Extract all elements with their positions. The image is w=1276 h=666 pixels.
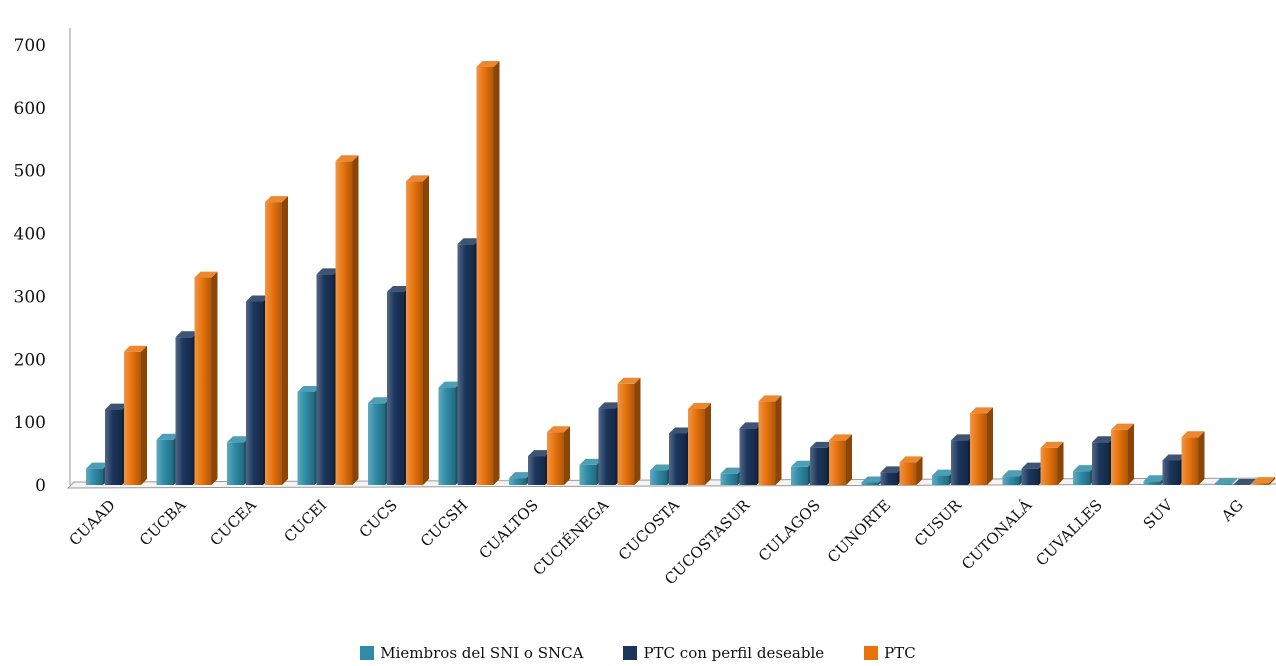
y-tick-label: 400 <box>14 225 46 245</box>
legend-item: PTC con perfil deseable <box>623 644 824 662</box>
legend-item: PTC <box>864 644 916 662</box>
y-tick-label: 200 <box>14 350 46 370</box>
bar <box>829 434 852 485</box>
bar <box>1181 431 1205 485</box>
x-tick-label: CUCOSTA <box>615 496 683 564</box>
bar <box>227 436 250 485</box>
legend-item: Miembros del SNI o SNCA <box>360 644 583 662</box>
legend-label: PTC con perfil deseable <box>643 644 825 662</box>
legend-label: Miembros del SNI o SNCA <box>380 644 584 662</box>
bar <box>970 407 993 485</box>
x-tick-label: CUAAD <box>66 496 119 549</box>
legend: Miembros del SNI o SNCA PTC con perfil de… <box>0 644 1276 662</box>
x-tick-label: CUTONALÁ <box>958 496 1035 573</box>
bar <box>650 464 673 485</box>
bars-layer <box>86 61 1275 486</box>
x-tick-label: SUV <box>1140 495 1177 532</box>
legend-swatch <box>360 646 375 660</box>
bar <box>335 155 359 486</box>
bar <box>1252 477 1275 485</box>
bar-chart: 0 100 200 300 400 500 600 700 CUAAD CUCBA CUCEA CUC… <box>14 28 1276 588</box>
bar <box>1233 479 1256 485</box>
x-tick-label: CUALTOS <box>475 496 541 562</box>
bar <box>899 456 923 485</box>
bar <box>406 175 429 485</box>
bar <box>758 395 782 485</box>
bar <box>124 345 147 485</box>
bar <box>1040 441 1064 485</box>
x-tick-label: CUCSH <box>417 496 471 550</box>
x-tick-label: CULAGOS <box>755 496 824 565</box>
bar <box>1214 478 1237 485</box>
y-tick-label: 300 <box>14 287 46 307</box>
x-tick-label: CUCEA <box>207 496 260 549</box>
x-tick-label: CUVALLES <box>1032 496 1105 569</box>
x-tick-label: CUCS <box>356 496 401 541</box>
legend-swatch <box>864 646 879 660</box>
x-tick-label: AG <box>1217 496 1247 526</box>
bar <box>194 271 218 485</box>
y-tick-label: 500 <box>14 162 46 182</box>
legend-swatch <box>623 646 638 660</box>
y-tick-label: 700 <box>14 36 46 56</box>
x-tick-label: CUCIÉNEGA <box>529 496 612 579</box>
x-tick-label: CUCEI <box>280 496 330 546</box>
bar <box>476 61 500 485</box>
bar <box>688 402 711 485</box>
bar <box>1111 423 1134 485</box>
bar <box>617 377 641 485</box>
x-tick-label: CUCBA <box>136 496 189 549</box>
y-tick-label: 600 <box>14 99 46 119</box>
bar <box>265 196 288 485</box>
y-tick-label: 100 <box>14 413 46 433</box>
y-tick-label: 0 <box>35 476 46 496</box>
bar <box>547 426 570 485</box>
x-tick-label: CUNORTE <box>824 496 894 566</box>
x-tick-label: CUSUR <box>911 496 965 550</box>
legend-label: PTC <box>884 644 916 662</box>
